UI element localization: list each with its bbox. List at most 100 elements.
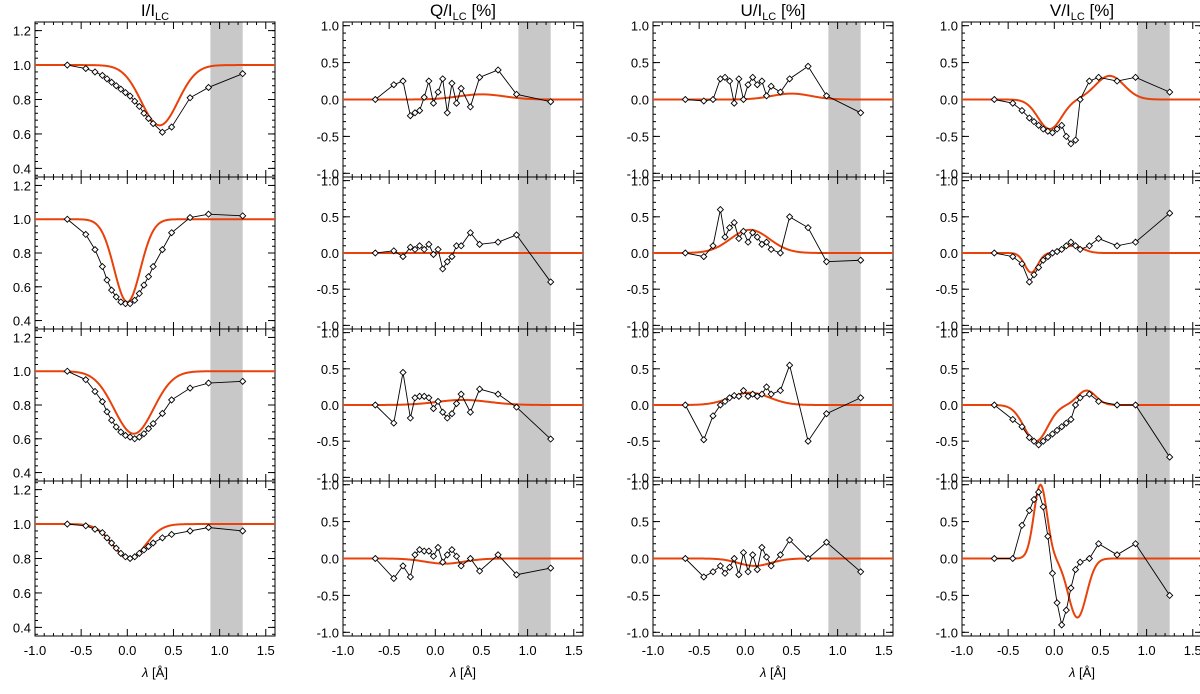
observed-point [466, 408, 475, 416]
observed-point [776, 386, 785, 395]
observed-point [744, 81, 752, 89]
fit-curve [653, 92, 893, 101]
observed-point [1034, 488, 1043, 496]
subplot-col3-row1: -1.0 -0.5 0.0 0.5 1.0 [627, 19, 894, 181]
observed-point [158, 245, 167, 254]
observed-point [443, 414, 451, 422]
observed-point [494, 66, 502, 74]
subplot-col4-row2: -1.0 -0.5 0.0 0.5 1.0 [936, 174, 1200, 333]
observed-point [131, 553, 139, 561]
x-tick-label: -1.0 [332, 643, 354, 658]
observed-point [1058, 621, 1066, 629]
observed-point [822, 258, 831, 266]
observed-point [448, 79, 456, 87]
observed-point [443, 258, 451, 266]
y-tick-label: -1.0 [317, 625, 339, 640]
y-tick-label: 0.4 [13, 620, 31, 635]
x-tick-label: -1.0 [24, 643, 46, 658]
observed-point [149, 262, 157, 271]
observed-point [857, 256, 865, 264]
observed-point [399, 562, 407, 570]
x-tick-label: 1.5 [875, 643, 893, 658]
subplot-col3-row2: -1.0 -0.5 0.0 0.5 1.0 [627, 174, 894, 333]
observed-point [457, 242, 465, 250]
observed-point [425, 394, 433, 402]
observed-point [1067, 238, 1075, 246]
observed-point [767, 390, 775, 398]
observed-point [406, 243, 415, 251]
observed-point [434, 397, 442, 406]
observed-point [735, 571, 743, 579]
observed-point [1166, 88, 1174, 96]
observed-point [749, 390, 757, 398]
y-tick-label: 0.5 [321, 56, 339, 71]
panel-column-2: Q/ILC [%]-1.0-0.50.00.51.0-1.0-0.50.00.5… [317, 1, 584, 680]
observed-point [1067, 140, 1075, 148]
observed-point [753, 81, 761, 89]
observed-point [785, 361, 794, 369]
observed-point [547, 98, 555, 106]
observed-point [822, 538, 831, 546]
observed-point [735, 392, 743, 400]
observed-point [1062, 419, 1070, 427]
observed-point [1039, 125, 1047, 133]
observed-point [1018, 260, 1026, 268]
observed-point [103, 408, 111, 416]
x-tick-label: 0.5 [1091, 643, 1109, 658]
observed-point [167, 396, 176, 404]
observed-point [63, 520, 71, 528]
observed-point [709, 95, 717, 104]
observed-point [126, 92, 134, 100]
observed-point [1062, 132, 1070, 141]
observed-point [204, 523, 213, 532]
x-tick-label: 0.5 [782, 643, 800, 658]
observed-point [990, 401, 998, 409]
observed-point [390, 574, 398, 583]
observed-point [107, 539, 116, 547]
y-tick-label: 1.0 [631, 478, 649, 493]
observed-point [135, 289, 143, 298]
panel-column-1: I/ILC0.40.60.81.01.20.40.60.81.01.20.40.… [13, 1, 276, 680]
y-tick-label: -1.0 [936, 625, 958, 640]
y-tick-label: 1.2 [13, 24, 31, 39]
fit-curve [35, 218, 275, 304]
observed-point [753, 565, 761, 574]
y-tick-label: -0.5 [627, 588, 649, 603]
observed-point [709, 412, 717, 420]
y-tick-label: 0.0 [631, 552, 649, 567]
observed-point [1039, 256, 1047, 264]
y-tick-label: 1.0 [13, 58, 31, 73]
observed-point [785, 75, 794, 83]
observed-point [1076, 95, 1084, 104]
observed-point [744, 392, 752, 400]
observed-point [1058, 423, 1066, 431]
fit-curve [35, 370, 275, 435]
observed-point [1166, 453, 1174, 461]
y-tick-label: 0.0 [321, 246, 339, 261]
fit-curve [653, 228, 893, 254]
observed-point [1044, 252, 1052, 261]
observed-point [103, 534, 111, 542]
subplot-col1-row3: 0.4 0.6 0.8 1.0 1.2 [13, 328, 276, 482]
observed-point [494, 238, 502, 246]
observed-point [1034, 441, 1043, 449]
observed-point [1094, 397, 1103, 406]
observed-point [1113, 551, 1121, 559]
observed-point [512, 90, 521, 98]
observed-point [466, 103, 475, 111]
observed-point [1044, 433, 1052, 442]
y-tick-label: -0.5 [936, 588, 958, 603]
observed-point [804, 437, 812, 445]
x-axis-label: λ [Å] [449, 665, 476, 680]
y-tick-label: 0.6 [13, 127, 31, 142]
observed-point [1030, 118, 1038, 126]
subplot-col4-row1: -1.0 -0.5 0.0 0.5 1.0 [936, 19, 1200, 181]
y-tick-label: 0.0 [631, 93, 649, 108]
observed-point [149, 419, 157, 428]
observed-point [990, 95, 998, 104]
observed-point [512, 231, 521, 239]
observed-point [117, 85, 125, 93]
x-tick-label: 0.5 [472, 643, 490, 658]
y-tick-label: -0.5 [317, 129, 339, 144]
